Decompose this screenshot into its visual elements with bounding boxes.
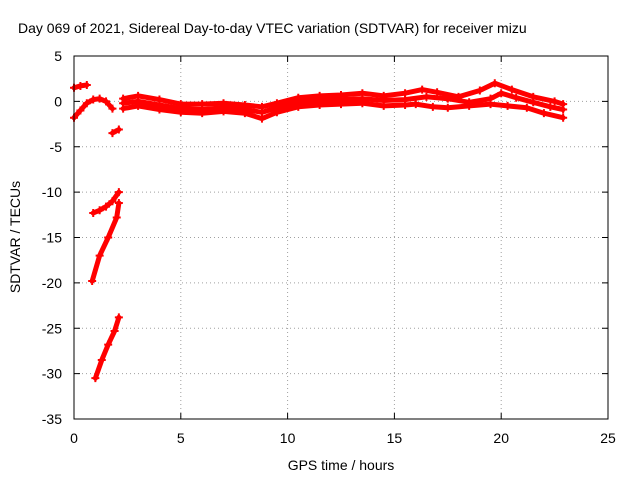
x-tick-label: 15 (387, 430, 403, 446)
y-tick-label: -25 (42, 320, 62, 336)
x-tick-label: 0 (70, 430, 78, 446)
data-point (108, 129, 117, 138)
y-tick-label: -5 (50, 139, 63, 155)
data-point (102, 202, 111, 211)
data-point (358, 99, 367, 108)
x-tick-label: 20 (493, 430, 509, 446)
data-point (219, 107, 228, 116)
y-tick-label: -30 (42, 366, 62, 382)
data-point (82, 99, 91, 108)
data-point (88, 277, 97, 286)
y-tick-label: 5 (54, 48, 62, 64)
data-point (108, 104, 117, 113)
data-point (95, 206, 104, 215)
y-tick-label: 0 (54, 93, 62, 109)
data-point (272, 108, 281, 117)
data-point (433, 88, 442, 97)
data-point (512, 93, 521, 102)
data-point (104, 340, 113, 349)
y-tick-label: -35 (42, 411, 62, 427)
data-point (486, 100, 495, 109)
y-tick-label: -10 (42, 184, 62, 200)
data-point (114, 188, 123, 197)
data-point (550, 97, 559, 106)
data-point (102, 97, 111, 106)
data-point (411, 100, 420, 109)
tick-layer (73, 55, 609, 420)
data-point (134, 101, 143, 110)
data-point (176, 108, 185, 117)
data-point (76, 106, 85, 115)
chart-title: Day 069 of 2021, Sidereal Day-to-day VTE… (18, 20, 527, 36)
data-point (114, 313, 123, 322)
data-point (155, 105, 164, 114)
data-point (503, 101, 512, 110)
data-point (418, 85, 427, 94)
data-point (95, 251, 104, 260)
data-point (240, 109, 249, 118)
data-point (104, 233, 113, 242)
data-point (559, 105, 568, 114)
data-point (475, 86, 484, 95)
grid-layer (74, 56, 608, 419)
x-tick-label: 10 (280, 430, 296, 446)
data-point (108, 197, 117, 206)
data-point (559, 113, 568, 122)
data-point (294, 102, 303, 111)
data-point (539, 109, 548, 118)
y-tick-label: -15 (42, 230, 62, 246)
data-point (110, 326, 119, 335)
data-point (114, 125, 123, 134)
data-point (112, 213, 121, 222)
data-point (379, 101, 388, 110)
data-point (95, 94, 104, 103)
data-point (522, 103, 531, 112)
data-point (507, 85, 516, 94)
data-point (119, 104, 128, 113)
data-point (422, 92, 431, 101)
series-layer (70, 79, 568, 383)
x-tick-label: 5 (177, 430, 185, 446)
data-point (91, 374, 100, 383)
data-point (114, 199, 123, 208)
data-point (443, 94, 452, 103)
data-point (198, 109, 207, 118)
data-point (546, 102, 555, 111)
data-point (315, 101, 324, 110)
data-point (82, 81, 91, 90)
x-tick-label: 25 (600, 430, 616, 446)
data-point (497, 89, 506, 98)
y-axis-label: SDTVAR / TECUs (7, 181, 23, 293)
data-point (401, 101, 410, 110)
data-point (257, 114, 266, 123)
x-axis-label: GPS time / hours (288, 457, 395, 473)
data-point (337, 100, 345, 109)
data-point (89, 208, 98, 217)
data-point (465, 101, 474, 110)
data-point (428, 102, 437, 111)
y-tick-label: -20 (42, 275, 62, 291)
tick-label-layer: 0 5 10 15 20 25 5 0 -5 -10 -15 -20 -25 -30 -35 (42, 48, 616, 446)
data-point (97, 356, 106, 365)
data-point (443, 103, 452, 112)
data-point (529, 98, 538, 107)
data-point (490, 79, 499, 88)
